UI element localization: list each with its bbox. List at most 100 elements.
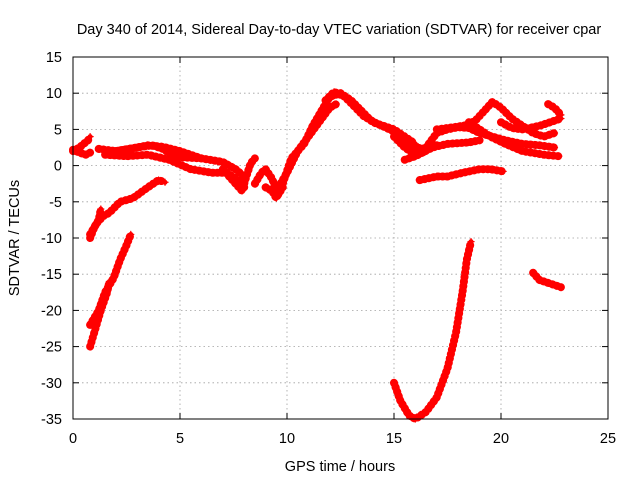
x-tick-label: 20 (493, 431, 509, 447)
x-tick-label: 25 (600, 431, 616, 447)
grid (73, 57, 608, 419)
data-point-marker (80, 140, 88, 148)
data-point-marker (90, 223, 99, 231)
data-point-marker (458, 169, 467, 177)
data-point-marker (86, 234, 94, 242)
data-point-marker (452, 328, 460, 336)
data-point-marker (315, 118, 323, 126)
data-point-marker (219, 165, 227, 173)
data-point-marker (321, 96, 330, 105)
data-point-marker (458, 288, 467, 296)
data-point-marker (176, 147, 184, 155)
data-point-marker (161, 178, 169, 186)
y-tick-label: -15 (41, 267, 62, 283)
y-tick-label: -25 (41, 340, 62, 356)
data-point-marker (86, 342, 94, 351)
data-point-marker (86, 132, 94, 141)
series-arc-13 (274, 100, 341, 192)
data-point-marker (480, 107, 488, 115)
data-point-marker (411, 143, 420, 152)
data-point-marker (390, 379, 398, 387)
series-arc-6 (86, 277, 114, 351)
data-point-marker (129, 194, 137, 202)
data-point-marker (488, 98, 497, 106)
series-arc-14 (321, 87, 441, 153)
data-point-marker (360, 112, 368, 121)
data-point-marker (330, 88, 338, 96)
data-point-marker (97, 306, 105, 315)
data-point-marker (475, 136, 484, 144)
data-point-marker (105, 209, 114, 217)
data-point-marker (351, 104, 360, 112)
data-point-marker (86, 148, 94, 157)
data-point-marker (82, 151, 90, 159)
series-arc-19 (464, 118, 563, 161)
series-markers (321, 87, 441, 153)
series-band (263, 90, 418, 201)
data-point-marker (546, 118, 554, 126)
data-point-marker (116, 256, 124, 264)
data-point-marker (518, 147, 527, 155)
y-axis-label: SDTVAR / TECUs (7, 180, 23, 296)
data-point-marker (465, 138, 473, 147)
data-point-marker (518, 140, 527, 148)
data-point-marker (555, 152, 563, 160)
data-point-marker (144, 151, 152, 159)
data-point-marker (373, 119, 381, 128)
data-point-marker (465, 118, 473, 126)
data-point-marker (475, 165, 484, 173)
data-point-marker (261, 183, 270, 191)
data-point-marker (443, 140, 452, 148)
data-point-marker (433, 393, 441, 401)
data-point-marker (197, 154, 206, 163)
series-arc-24 (529, 268, 565, 292)
data-point-marker (86, 321, 94, 329)
series-arc-12 (261, 89, 420, 203)
data-point-marker (304, 132, 313, 141)
data-point-marker (405, 138, 413, 147)
series-arc-16 (400, 136, 484, 164)
data-point-marker (332, 100, 340, 108)
data-point-marker (294, 147, 302, 155)
series-band (323, 89, 440, 152)
data-point-marker (251, 154, 259, 163)
data-point-marker (411, 152, 420, 160)
y-tick-label: -5 (49, 195, 62, 211)
data-point-marker (433, 125, 441, 134)
data-point-marker (268, 187, 276, 195)
x-tick-label: 10 (279, 431, 295, 447)
series-arc-20 (497, 114, 565, 134)
data-point-marker (401, 143, 409, 152)
data-point-marker (557, 283, 565, 291)
y-tick-label: 15 (46, 50, 62, 66)
data-point-marker (416, 176, 424, 184)
series-arc-23 (390, 237, 475, 423)
data-point-marker (396, 397, 405, 405)
data-point-marker (274, 183, 283, 191)
data-point-marker (450, 123, 458, 131)
data-point-marker (112, 147, 120, 155)
data-point-marker (535, 122, 544, 130)
data-point-marker (127, 230, 135, 239)
data-point-marker (219, 158, 227, 166)
y-tick-label: 10 (46, 86, 62, 102)
data-point-marker (535, 276, 544, 284)
data-point-marker (550, 143, 559, 152)
data-point-marker (499, 167, 507, 176)
data-point-marker (144, 183, 152, 191)
data-point-marker (529, 269, 537, 277)
data-point-marker (283, 169, 291, 177)
x-tick-label: 15 (386, 431, 402, 447)
x-tick-label: 5 (176, 431, 184, 447)
data-point-marker (433, 172, 441, 181)
data-point-marker (497, 104, 505, 112)
data-point-marker (231, 165, 240, 173)
data-point-marker (242, 172, 250, 181)
data-point-marker (144, 141, 152, 149)
series-markers (261, 89, 420, 203)
data-point-marker (122, 241, 131, 249)
data-point-marker (261, 165, 270, 173)
data-point-marker (238, 187, 246, 195)
data-point-marker (122, 152, 131, 160)
series-arc-22 (415, 165, 508, 185)
